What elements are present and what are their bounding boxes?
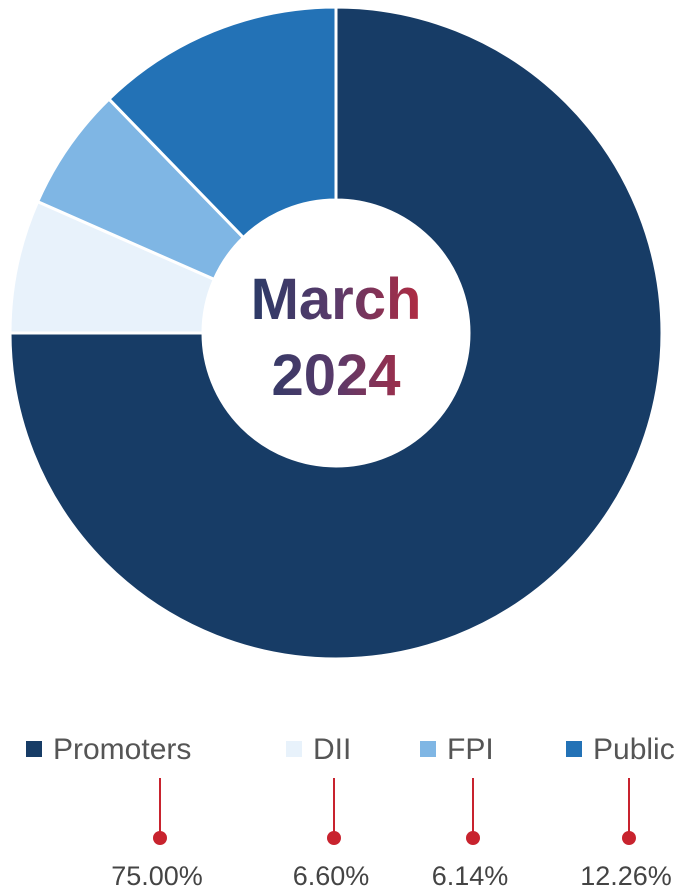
legend-marker bbox=[566, 741, 582, 757]
legend-label: FPI bbox=[447, 733, 494, 766]
legend-marker bbox=[286, 741, 302, 757]
value-label: 75.00% bbox=[111, 861, 203, 891]
legend-label: DII bbox=[313, 733, 351, 766]
connector-dot bbox=[622, 831, 636, 845]
legend-label: Public bbox=[593, 733, 675, 766]
legend-label: Promoters bbox=[53, 733, 191, 766]
wedge bbox=[106, 5, 338, 240]
connector-dot bbox=[327, 831, 341, 845]
value-label: 6.14% bbox=[432, 861, 509, 891]
connector-dot bbox=[153, 831, 167, 845]
value-label: 12.26% bbox=[580, 861, 672, 891]
legend-marker bbox=[420, 741, 436, 757]
center-title: March 2024 bbox=[236, 262, 436, 414]
connector-dot bbox=[466, 831, 480, 845]
wedge bbox=[8, 5, 664, 661]
legend-marker bbox=[26, 741, 42, 757]
value-label: 6.60% bbox=[293, 861, 370, 891]
